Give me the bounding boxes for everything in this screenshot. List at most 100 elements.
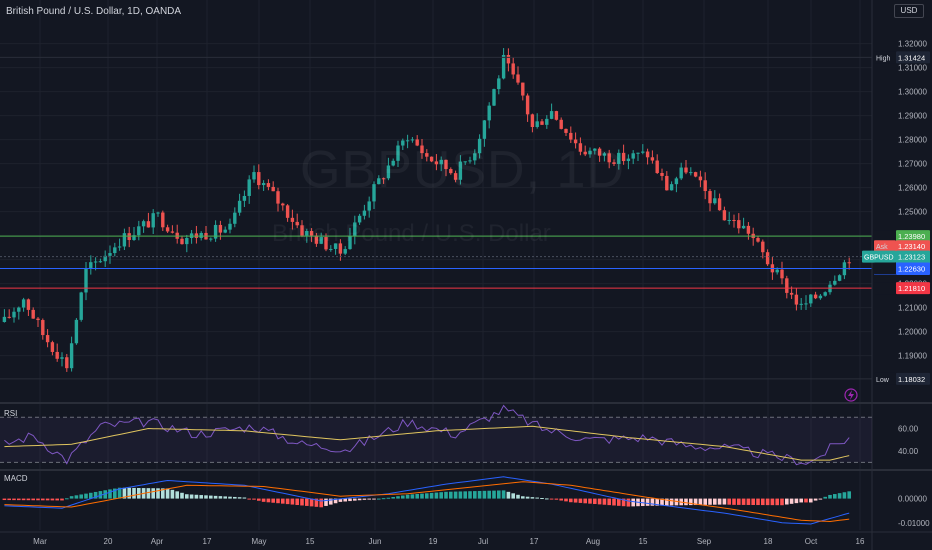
macd-histogram-bar xyxy=(266,498,271,503)
lightning-icon[interactable] xyxy=(844,388,858,402)
candle-body xyxy=(703,180,707,192)
price-tick-label: 1.32000 xyxy=(898,40,927,49)
candle-body xyxy=(713,198,717,204)
macd-histogram-bar xyxy=(708,498,712,505)
candle-body xyxy=(530,114,535,127)
macd-histogram-bar xyxy=(698,498,703,505)
macd-histogram-bar xyxy=(516,494,520,499)
macd-histogram-bar xyxy=(521,496,525,499)
macd-histogram-bar xyxy=(818,498,823,500)
last-value: 1.23123 xyxy=(898,253,925,262)
candle-body xyxy=(21,299,26,308)
candle-body xyxy=(785,278,789,293)
candle-body xyxy=(74,319,79,344)
time-tick-label: Sep xyxy=(697,537,712,546)
candle-body xyxy=(506,54,511,64)
macd-histogram-bar xyxy=(583,498,587,504)
macd-histogram-bar xyxy=(564,498,568,502)
candle-body xyxy=(525,95,530,115)
macd-histogram-bar xyxy=(833,494,837,499)
candle-body xyxy=(775,269,779,273)
ask-badge-tag: Ask xyxy=(876,244,888,251)
time-tick-label: 18 xyxy=(764,537,773,546)
macd-histogram-bar xyxy=(60,498,64,501)
macd-histogram-bar xyxy=(41,498,45,501)
candle-body xyxy=(309,230,314,236)
candle-body xyxy=(386,165,391,179)
macd-histogram-bar xyxy=(545,498,549,500)
candle-body xyxy=(213,224,218,239)
candle-body xyxy=(233,212,237,224)
macd-histogram-bar xyxy=(189,494,194,499)
candle-body xyxy=(809,294,813,304)
candle-body xyxy=(353,222,357,237)
macd-histogram-bar xyxy=(108,489,112,499)
macd-histogram-bar xyxy=(669,498,674,506)
candle-body xyxy=(511,63,515,75)
candle-body xyxy=(113,247,117,254)
candle-body xyxy=(453,173,458,180)
macd-histogram-bar xyxy=(357,498,362,501)
macd-histogram-bar xyxy=(559,498,563,501)
macd-histogram-bar xyxy=(617,498,621,506)
macd-histogram-bar xyxy=(602,498,607,505)
macd-histogram-bar xyxy=(204,495,208,499)
candle-body xyxy=(761,241,765,253)
macd-histogram-bar xyxy=(21,498,26,501)
candle-body xyxy=(521,82,525,96)
candle-body xyxy=(540,121,544,125)
candle-body xyxy=(444,159,448,170)
macd-histogram-bar xyxy=(689,498,693,506)
blue-level-badge-value: 1.22630 xyxy=(898,264,925,273)
candle-body xyxy=(319,237,323,244)
macd-histogram-bar xyxy=(626,498,631,507)
macd-histogram-bar xyxy=(17,498,21,501)
price-tick-label: 1.27000 xyxy=(898,160,927,169)
macd-histogram-bar xyxy=(137,487,141,499)
time-tick-label: 17 xyxy=(530,537,539,546)
currency-button[interactable]: USD xyxy=(894,4,924,18)
candle-body xyxy=(583,151,587,155)
candle-body xyxy=(463,161,467,163)
macd-histogram-bar xyxy=(122,487,127,499)
macd-line xyxy=(4,476,850,525)
candle-body xyxy=(573,139,578,144)
candle-body xyxy=(132,235,136,241)
macd-histogram-bar xyxy=(146,488,151,499)
candle-body xyxy=(12,311,16,318)
macd-histogram-bar xyxy=(242,497,247,499)
macd-histogram-bar xyxy=(55,498,59,501)
candle-body xyxy=(242,195,247,201)
candle-body xyxy=(396,145,400,161)
macd-histogram-bar xyxy=(501,490,506,499)
macd-histogram-bar xyxy=(751,498,755,506)
macd-histogram-bar xyxy=(415,493,419,499)
macd-histogram-bar xyxy=(761,498,765,506)
last-tag-bg xyxy=(862,250,896,263)
candle-body xyxy=(823,292,827,296)
macd-histogram-bar xyxy=(65,498,69,500)
macd-histogram-bar xyxy=(746,498,751,505)
macd-histogram-bar xyxy=(540,498,544,500)
candle-body xyxy=(693,172,698,177)
candle-body xyxy=(41,320,45,336)
lightning-icon-glyph xyxy=(848,390,854,400)
macd-histogram-bar xyxy=(434,492,439,499)
candle-body xyxy=(401,140,405,146)
macd-histogram-bar xyxy=(69,496,74,499)
candle-body xyxy=(722,210,727,221)
macd-histogram-bar xyxy=(525,496,530,499)
candle-body xyxy=(17,307,21,312)
macd-histogram-bar xyxy=(607,498,611,506)
macd-histogram-bar xyxy=(650,498,655,506)
candle-body xyxy=(372,184,376,202)
macd-histogram-bar xyxy=(487,490,491,499)
candle-body xyxy=(492,89,496,106)
macd-histogram-bar xyxy=(785,498,789,505)
red-level-badge-value-bg xyxy=(896,282,930,295)
candle-body xyxy=(276,191,280,204)
macd-histogram-bar xyxy=(449,491,453,499)
macd-histogram-bar xyxy=(463,491,467,499)
candle-body xyxy=(367,201,371,211)
